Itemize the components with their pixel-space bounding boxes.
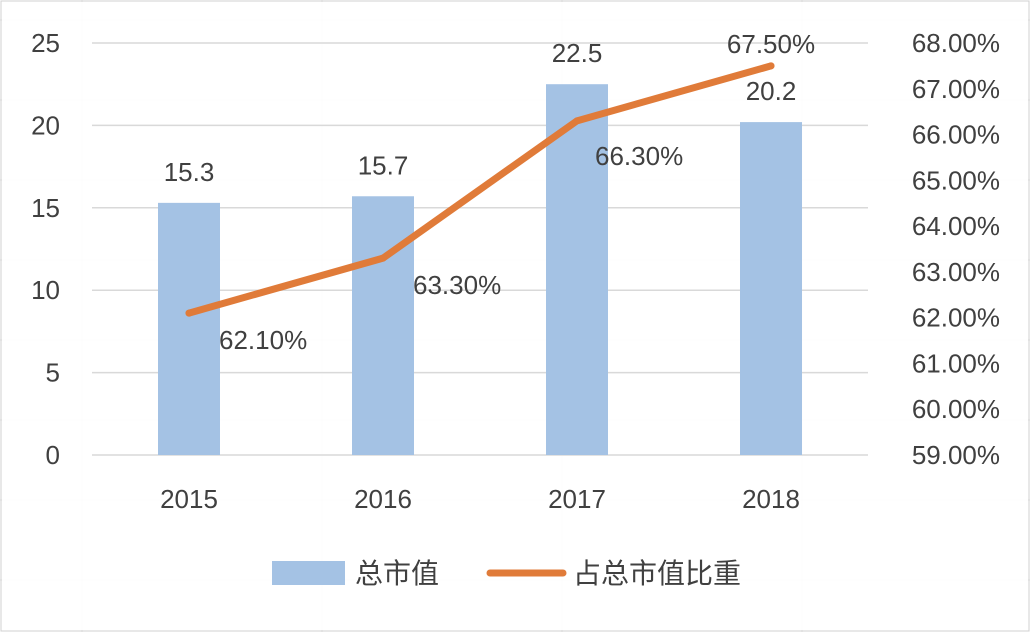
right-tick-label: 60.00% (912, 394, 1000, 424)
bar-data-label: 15.3 (164, 157, 215, 187)
left-tick-label: 25 (31, 28, 60, 58)
right-tick-label: 68.00% (912, 28, 1000, 58)
left-tick-label: 15 (31, 193, 60, 223)
right-tick-label: 65.00% (912, 165, 1000, 195)
bar-data-label: 15.7 (358, 150, 409, 180)
line-data-label: 66.30% (595, 141, 683, 171)
bar-data-label: 20.2 (746, 76, 797, 106)
line-data-label: 62.10% (219, 325, 307, 355)
line-point (380, 255, 387, 262)
legend-line-label: 占总市值比重 (573, 557, 741, 590)
left-tick-label: 20 (31, 110, 60, 140)
bar (352, 196, 414, 455)
right-tick-label: 67.00% (912, 74, 1000, 104)
bar (740, 122, 802, 455)
right-tick-label: 59.00% (912, 440, 1000, 470)
line-point (186, 310, 193, 317)
right-tick-label: 61.00% (912, 348, 1000, 378)
x-tick-label: 2018 (742, 484, 800, 514)
bar-data-label: 22.5 (552, 38, 603, 68)
left-tick-label: 10 (31, 275, 60, 305)
left-tick-label: 5 (46, 358, 60, 388)
x-tick-label: 2017 (548, 484, 606, 514)
x-tick-label: 2016 (354, 484, 412, 514)
line-data-label: 67.50% (727, 29, 815, 59)
legend-bar-label: 总市值 (355, 557, 439, 590)
right-tick-label: 64.00% (912, 211, 1000, 241)
bar (158, 203, 220, 455)
line-point (768, 62, 775, 69)
right-tick-label: 66.00% (912, 120, 1000, 150)
line-point (574, 117, 581, 124)
left-tick-label: 0 (46, 440, 60, 470)
legend-bar-swatch (272, 561, 345, 585)
x-tick-label: 2015 (160, 484, 218, 514)
right-tick-label: 63.00% (912, 257, 1000, 287)
right-tick-label: 62.00% (912, 303, 1000, 333)
line-data-label: 63.30% (413, 270, 501, 300)
